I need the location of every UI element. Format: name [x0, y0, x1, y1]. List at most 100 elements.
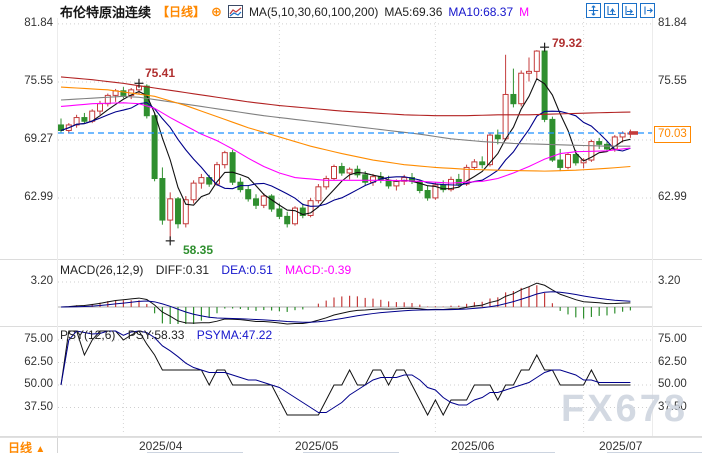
candle-body: [487, 134, 493, 166]
candle-body: [557, 159, 564, 168]
candle-body: [424, 190, 431, 199]
axis-tick-label: 62.50: [658, 356, 687, 368]
candle-body: [245, 189, 252, 200]
candle-body: [221, 152, 228, 166]
candle-body: [549, 118, 556, 161]
psy-header: PSY(12,6) PSY:58.33 PSYMA:47.22: [60, 328, 281, 342]
candle-body: [299, 207, 306, 216]
candle-body: [151, 115, 158, 180]
pan-icon[interactable]: [586, 3, 601, 18]
date-label: 2025/05: [295, 439, 339, 453]
axis-tick-label: 75.55: [658, 75, 687, 87]
candle-body: [175, 198, 181, 225]
time-axis-bar: 日线 ▲ 2025/04 2025/05 2025/06 2025/07: [0, 437, 702, 453]
exit-chart-icon[interactable]: [640, 3, 655, 18]
candle-body: [143, 85, 150, 117]
swing-high-label: 79.32: [552, 36, 583, 50]
candle-body: [463, 166, 470, 185]
macd-header: MACD(26,12,9) DIFF:0.31 DEA:0.51 MACD:-0…: [60, 263, 360, 277]
candle-body: [432, 184, 439, 199]
candle-body: [206, 177, 213, 185]
candle-body: [338, 166, 345, 174]
candle-body: [229, 152, 236, 183]
candle-body: [276, 208, 283, 217]
period-tag[interactable]: 【日线】: [157, 5, 206, 19]
candle-body: [190, 182, 197, 201]
axis-tick-label: 69.27: [24, 133, 53, 145]
date-label: 2025/07: [599, 439, 643, 453]
axis-tick-label: 81.84: [658, 17, 687, 29]
candle-body: [565, 154, 571, 168]
x-axis-zoom-icon[interactable]: [622, 3, 637, 18]
candle-body: [167, 198, 174, 221]
candle-body: [494, 134, 501, 140]
macd-dea-value: DEA:0.51: [221, 263, 273, 277]
candle-body: [81, 117, 88, 122]
indicator-line: [60, 77, 631, 216]
psy-value: PSY:58.33: [127, 328, 185, 342]
candle-body: [541, 50, 548, 120]
candle-body: [315, 186, 322, 202]
axis-tick-label: 81.84: [24, 17, 53, 29]
psy-name[interactable]: PSY(12,6): [60, 328, 116, 342]
candle-body: [596, 141, 603, 145]
swing-low-label: 58.35: [183, 243, 214, 257]
candle-body: [73, 117, 80, 126]
indicator-line: [60, 291, 631, 323]
indicator-line: [60, 330, 631, 417]
candle-body: [182, 199, 189, 225]
candle-body: [346, 168, 353, 174]
candle-body: [533, 50, 540, 72]
axis-tick-label: 50.00: [658, 378, 687, 390]
indicator-line: [60, 330, 631, 413]
indicator-line: [60, 282, 631, 325]
candle-body: [198, 177, 205, 184]
period-selector[interactable]: 日线 ▲: [8, 441, 46, 453]
last-price-tick: [629, 131, 638, 135]
divider: [57, 438, 58, 453]
scroll-track[interactable]: [303, 451, 399, 453]
instrument-title: 布伦特原油连续: [60, 5, 152, 20]
last-price-badge: 70.03: [654, 126, 691, 143]
candle-body: [331, 166, 337, 180]
scroll-track[interactable]: [459, 451, 555, 453]
ma-settings-label: MA(5,10,30,60,100,200): [248, 4, 379, 19]
ma30-value-label-truncated: M: [519, 4, 530, 19]
add-indicator-icon[interactable]: ⊕: [211, 3, 222, 19]
candle-body: [526, 70, 532, 74]
ma10-value-label: MA10:68.37: [448, 4, 514, 19]
axis-tick-label: 37.50: [24, 401, 53, 413]
y-axis-zoom-icon[interactable]: [604, 3, 619, 18]
psyma-value: PSYMA:47.22: [196, 328, 273, 342]
macd-name[interactable]: MACD(26,12,9): [60, 263, 144, 277]
candle-body: [393, 180, 400, 187]
indicator-line: [60, 102, 631, 184]
axis-tick-label: 75.55: [24, 75, 53, 87]
candle-body: [253, 198, 259, 206]
axis-tick-label: 3.20: [30, 275, 53, 287]
candle-body: [323, 178, 330, 188]
indicator-line: [60, 76, 631, 117]
axis-tick-label: 62.50: [24, 356, 53, 368]
chart-toolbar: [586, 3, 655, 18]
scroll-track[interactable]: [607, 451, 702, 453]
date-label: 2025/06: [451, 439, 495, 453]
axis-tick-label: 3.20: [658, 275, 681, 287]
candle-body: [385, 179, 392, 187]
candle-body: [572, 154, 579, 164]
indicator-line: [60, 102, 631, 207]
candle-body: [268, 195, 275, 210]
scroll-track[interactable]: [147, 451, 243, 453]
candle-body: [619, 132, 626, 138]
axis-tick-label: 37.50: [658, 401, 687, 413]
indicator-line: [60, 95, 631, 147]
candle-body: [510, 93, 517, 105]
date-label: 2025/04: [139, 439, 183, 453]
candle-body: [455, 178, 462, 185]
candle-body: [362, 174, 369, 183]
chart-type-icon[interactable]: [227, 5, 243, 18]
axis-tick-label: 50.00: [24, 378, 53, 390]
fx678-watermark: FX678: [561, 388, 688, 430]
